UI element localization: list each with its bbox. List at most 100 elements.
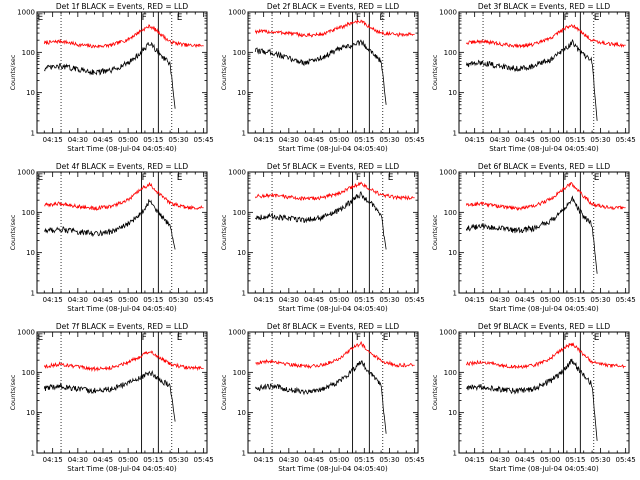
x-tick-label: 04:30 <box>490 136 510 144</box>
x-tick-label: 05:00 <box>329 136 349 144</box>
y-tick-label: 100 <box>22 49 35 57</box>
y-tick-label: 10 <box>448 89 457 97</box>
series-black-events <box>254 190 387 250</box>
attenuator-state-label: E <box>38 333 44 343</box>
y-tick-label: 10 <box>237 409 246 417</box>
y-tick-label: 1 <box>31 130 35 138</box>
attenuator-state-label: F <box>356 333 361 343</box>
y-tick-label: 10 <box>26 89 35 97</box>
series-red-lld <box>44 182 204 211</box>
attenuator-state-label: E <box>177 173 183 183</box>
y-axis-label: Counts/sec <box>431 54 439 90</box>
x-tick-label: 04:45 <box>93 136 113 144</box>
attenuator-state-label: F <box>564 333 569 343</box>
x-tick-label: 05:45 <box>405 136 425 144</box>
x-tick-label: 04:15 <box>254 136 274 144</box>
x-tick-label: 04:45 <box>304 296 324 304</box>
y-tick-label: 100 <box>233 209 246 217</box>
y-tick-label: 1 <box>242 290 246 298</box>
x-tick-label: 05:30 <box>590 456 610 464</box>
x-tick-label: 04:30 <box>490 296 510 304</box>
x-axis-label: Start Time (08-Jul-04 04:05:40) <box>489 305 599 313</box>
y-tick-label: 1000 <box>228 169 246 177</box>
y-tick-label: 1000 <box>17 169 35 177</box>
series-red-lld <box>43 350 204 372</box>
x-tick-label: 05:30 <box>168 296 188 304</box>
y-tick-label: 100 <box>444 49 457 57</box>
attenuator-state-label: E <box>38 13 44 23</box>
x-tick-label: 05:30 <box>379 456 399 464</box>
y-axis-label: Counts/sec <box>220 374 228 410</box>
plot-frame <box>458 11 630 134</box>
y-tick-label: 1 <box>242 130 246 138</box>
plot-frame <box>247 171 419 294</box>
attenuator-state-label: F <box>564 13 569 23</box>
plot-frame <box>247 331 419 454</box>
plot-frame <box>36 171 208 294</box>
x-tick-label: 04:45 <box>304 136 324 144</box>
series-black-events <box>43 199 176 250</box>
attenuator-state-label: F <box>356 173 361 183</box>
y-tick-label: 1 <box>242 450 246 458</box>
y-axis-label: Counts/sec <box>9 214 17 250</box>
x-tick-label: 04:30 <box>68 296 88 304</box>
series-red-lld <box>465 182 626 212</box>
y-tick-label: 100 <box>22 369 35 377</box>
series-red-lld <box>465 342 626 370</box>
x-tick-label: 04:45 <box>93 456 113 464</box>
x-axis-label: Start Time (08-Jul-04 04:05:40) <box>278 145 388 153</box>
y-tick-label: 1000 <box>228 9 246 17</box>
y-axis-label: Counts/sec <box>9 374 17 410</box>
attenuator-state-label: E <box>594 333 600 343</box>
panel-det-9: Det 9f BLACK = Events, RED = LLD 1 10 100 10… <box>431 322 636 473</box>
plot-frame <box>458 171 630 294</box>
y-tick-label: 100 <box>233 369 246 377</box>
x-tick-label: 05:15 <box>354 296 374 304</box>
x-tick-label: 05:00 <box>540 296 560 304</box>
x-tick-label: 04:30 <box>68 136 88 144</box>
x-tick-label: 05:00 <box>540 456 560 464</box>
y-tick-label: 1 <box>31 450 35 458</box>
x-tick-label: 04:15 <box>43 136 63 144</box>
x-axis-label: Start Time (08-Jul-04 04:05:40) <box>278 465 388 473</box>
series-red-lld <box>255 340 415 369</box>
y-tick-label: 1000 <box>228 329 246 337</box>
x-tick-label: 05:15 <box>143 456 163 464</box>
y-tick-label: 10 <box>26 409 35 417</box>
x-tick-label: 05:45 <box>194 456 214 464</box>
y-tick-label: 1 <box>453 290 457 298</box>
x-tick-label: 05:15 <box>565 296 585 304</box>
y-tick-label: 1000 <box>439 9 457 17</box>
y-tick-label: 100 <box>233 49 246 57</box>
y-tick-label: 1 <box>453 450 457 458</box>
x-tick-label: 04:15 <box>465 296 485 304</box>
y-tick-label: 10 <box>237 89 246 97</box>
plot-frame <box>36 11 208 134</box>
x-tick-label: 04:15 <box>43 456 63 464</box>
x-axis-label: Start Time (08-Jul-04 04:05:40) <box>278 305 388 313</box>
attenuator-state-label: E <box>388 173 394 183</box>
panel-det-8: Det 8f BLACK = Events, RED = LLD 1 10 100 10… <box>220 322 425 473</box>
panel-title: Det 3f BLACK = Events, RED = LLD <box>478 2 611 11</box>
panel-det-7: Det 7f BLACK = Events, RED = LLD 1 10 100 10… <box>9 322 214 473</box>
x-tick-label: 05:45 <box>616 456 636 464</box>
x-axis-label: Start Time (08-Jul-04 04:05:40) <box>489 145 599 153</box>
y-axis-label: Counts/sec <box>431 374 439 410</box>
plot-frame <box>458 331 630 454</box>
x-tick-label: 04:45 <box>515 136 535 144</box>
attenuator-state-label: E <box>594 173 600 183</box>
panel-title: Det 8f BLACK = Events, RED = LLD <box>267 322 400 331</box>
series-red-lld <box>465 24 626 49</box>
panel-title: Det 6f BLACK = Events, RED = LLD <box>478 162 611 171</box>
x-tick-label: 05:00 <box>540 136 560 144</box>
attenuator-state-label: E <box>383 333 389 343</box>
panel-det-1: Det 1f BLACK = Events, RED = LLD 1 10 100 10… <box>9 2 214 153</box>
y-tick-label: 10 <box>448 249 457 257</box>
y-tick-label: 10 <box>448 409 457 417</box>
y-tick-label: 1000 <box>17 329 35 337</box>
y-tick-label: 1000 <box>17 9 35 17</box>
x-tick-label: 04:30 <box>279 296 299 304</box>
panel-det-6: Det 6f BLACK = Events, RED = LLD 1 10 100 10… <box>431 162 636 313</box>
x-tick-label: 05:30 <box>168 456 188 464</box>
x-tick-label: 05:00 <box>329 456 349 464</box>
